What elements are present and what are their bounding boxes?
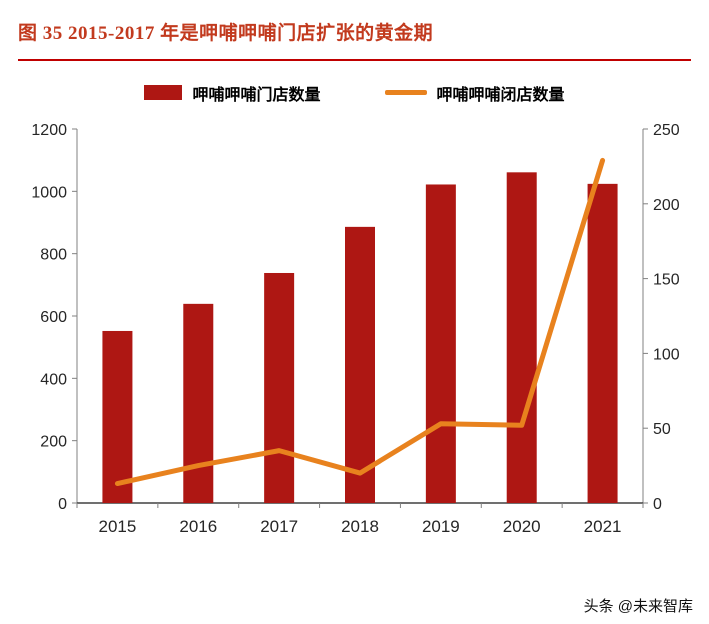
bar-2018 [344, 226, 375, 503]
legend-item-closures: 呷哺呷哺闭店数量 [384, 81, 565, 105]
combo-chart: 0 200 400 600 800 1000 1200 0 50 100 150 200 250 2015… [0, 115, 709, 548]
left-axis-tick-label: 1000 [31, 184, 67, 201]
left-axis-tick-label: 400 [40, 371, 67, 388]
right-axis-tick-label: 250 [653, 122, 680, 139]
legend-label: 呷哺呷哺闭店数量 [436, 86, 565, 104]
bar-2016 [182, 303, 213, 503]
x-axis-label: 2020 [502, 517, 540, 536]
chart-canvas: 0 200 400 600 800 1000 1200 0 50 100 150 200 250 2015… [31, 122, 680, 536]
bar-2021 [587, 183, 618, 503]
x-axis-label: 2016 [179, 517, 217, 536]
right-axis-tick-label: 150 [653, 271, 680, 288]
bar-2020 [506, 172, 537, 503]
title-underline [18, 58, 691, 61]
right-axis-tick-label: 50 [653, 421, 671, 438]
x-axis-label: 2018 [341, 517, 379, 536]
x-axis-label: 2017 [260, 517, 298, 536]
right-axis-tick-label: 100 [653, 346, 680, 363]
watermark: 头条 @未来智库 [583, 598, 693, 615]
bar-2017 [263, 272, 294, 503]
line-series-swatch [384, 90, 427, 96]
legend-item-stores: 呷哺呷哺门店数量 [144, 81, 321, 105]
x-axis-label: 2019 [421, 517, 459, 536]
closures-line [114, 157, 605, 486]
right-axis-tick-label: 0 [653, 496, 662, 513]
left-axis-tick-label: 0 [58, 496, 67, 513]
figure-title: 图 35 2015-2017 年是呷哺呷哺门店扩张的黄金期 [18, 23, 434, 44]
bar-series-swatch [144, 85, 183, 101]
x-axis-label: 2021 [583, 517, 621, 536]
left-axis-tick-label: 800 [40, 246, 67, 263]
chart-legend: 呷哺呷哺门店数量 呷哺呷哺闭店数量 [0, 81, 709, 105]
left-axis-tick-label: 200 [40, 433, 67, 450]
bar-2019 [425, 184, 456, 503]
left-axis-tick-label: 1200 [31, 122, 67, 139]
right-axis-tick-label: 200 [653, 197, 680, 214]
x-axis-label: 2015 [98, 517, 136, 536]
legend-label: 呷哺呷哺门店数量 [192, 86, 321, 104]
bar-2015 [101, 330, 132, 503]
report-figure-page: 图 35 2015-2017 年是呷哺呷哺门店扩张的黄金期 呷哺呷哺门店数量 呷哺… [0, 22, 709, 624]
left-axis-tick-label: 600 [40, 309, 67, 326]
